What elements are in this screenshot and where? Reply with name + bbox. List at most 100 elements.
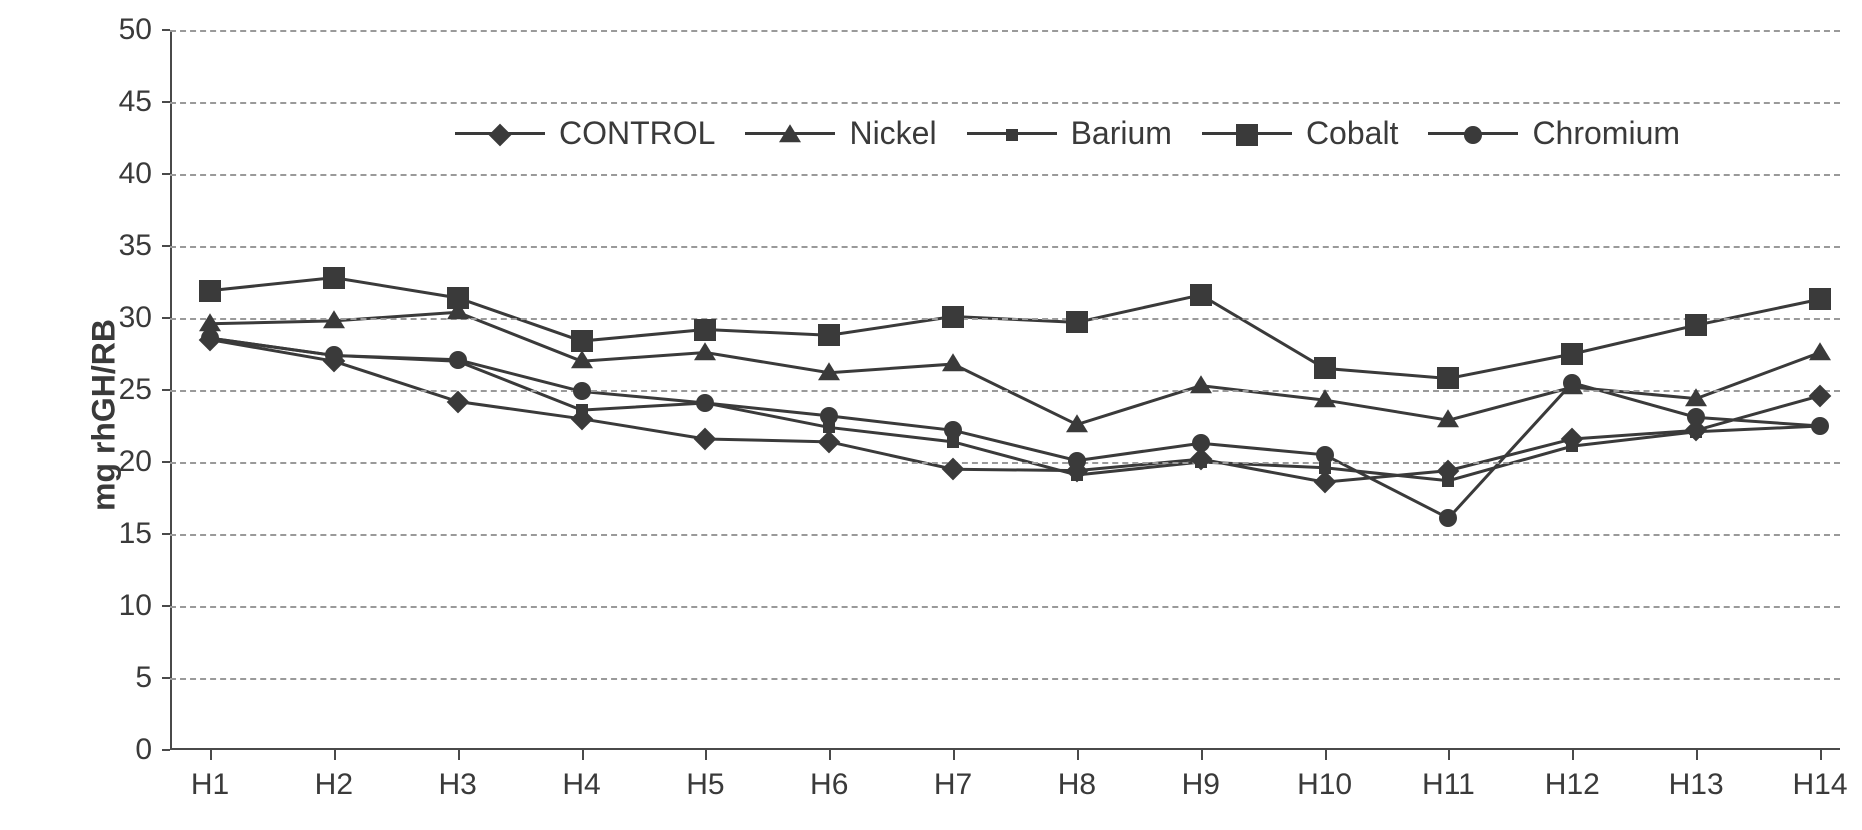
x-tick-label: H12 xyxy=(1545,768,1600,802)
marker-chromium xyxy=(820,407,838,425)
y-tick-label: 25 xyxy=(82,373,152,407)
x-tick xyxy=(1077,750,1079,760)
x-tick-label: H6 xyxy=(810,768,848,802)
marker-chromium xyxy=(449,351,467,369)
triangle-icon xyxy=(779,124,801,142)
y-tick xyxy=(162,533,170,535)
marker-barium xyxy=(576,404,588,416)
x-tick-label: H10 xyxy=(1297,768,1352,802)
x-tick xyxy=(829,750,831,760)
x-tick-label: H9 xyxy=(1182,768,1220,802)
marker-chromium xyxy=(1068,452,1086,470)
y-tick xyxy=(162,389,170,391)
y-tick-label: 50 xyxy=(82,13,152,47)
y-axis-title: mg rhGH/RB xyxy=(86,319,123,511)
marker-cobalt xyxy=(1066,311,1088,333)
marker-nickel xyxy=(1809,342,1831,360)
marker-chromium xyxy=(944,421,962,439)
marker-nickel xyxy=(942,353,964,371)
marker-cobalt xyxy=(447,287,469,309)
marker-nickel xyxy=(1314,389,1336,407)
marker-chromium xyxy=(1192,434,1210,452)
marker-nickel xyxy=(818,362,840,380)
legend-label: CONTROL xyxy=(559,115,715,152)
marker-nickel xyxy=(571,350,593,368)
x-tick xyxy=(1696,750,1698,760)
marker-nickel xyxy=(1066,414,1088,432)
y-tick-label: 20 xyxy=(82,445,152,479)
y-tick xyxy=(162,461,170,463)
x-tick-label: H13 xyxy=(1669,768,1724,802)
y-tick-label: 5 xyxy=(82,661,152,695)
square-lg-icon xyxy=(1236,124,1258,146)
marker-chromium xyxy=(1811,417,1829,435)
y-tick-label: 10 xyxy=(82,589,152,623)
legend-item-chromium: Chromium xyxy=(1428,115,1680,152)
x-tick-label: H8 xyxy=(1058,768,1096,802)
marker-nickel xyxy=(1190,375,1212,393)
legend-line-icon xyxy=(967,132,1057,135)
marker-cobalt xyxy=(942,306,964,328)
marker-cobalt xyxy=(1561,343,1583,365)
marker-chromium xyxy=(1563,374,1581,392)
x-tick-label: H11 xyxy=(1422,768,1475,802)
marker-chromium xyxy=(1439,509,1457,527)
y-tick xyxy=(162,29,170,31)
x-tick-label: H5 xyxy=(686,768,724,802)
marker-chromium xyxy=(696,394,714,412)
x-tick xyxy=(1201,750,1203,760)
marker-chromium xyxy=(1687,408,1705,426)
x-tick-label: H1 xyxy=(191,768,229,802)
x-tick xyxy=(210,750,212,760)
legend-label: Cobalt xyxy=(1306,115,1399,152)
legend-item-control: CONTROL xyxy=(455,115,715,152)
legend: CONTROL Nickel Barium Cobalt Chromium xyxy=(455,115,1680,152)
y-tick-label: 40 xyxy=(82,157,152,191)
x-tick-label: H14 xyxy=(1792,768,1847,802)
y-tick-label: 0 xyxy=(82,733,152,767)
y-tick xyxy=(162,317,170,319)
y-tick xyxy=(162,245,170,247)
line-chart: mg rhGH/RB CONTROL Nickel Barium Cobalt Chro… xyxy=(0,0,1862,830)
marker-cobalt xyxy=(694,319,716,341)
marker-nickel xyxy=(1685,388,1707,406)
y-tick-label: 30 xyxy=(82,301,152,335)
marker-nickel xyxy=(694,342,716,360)
marker-cobalt xyxy=(818,324,840,346)
y-tick-label: 15 xyxy=(82,517,152,551)
y-tick xyxy=(162,677,170,679)
x-tick xyxy=(582,750,584,760)
x-tick-label: H2 xyxy=(315,768,353,802)
diamond-icon xyxy=(489,124,512,147)
legend-line-icon xyxy=(1428,132,1518,135)
marker-cobalt xyxy=(571,330,593,352)
marker-cobalt xyxy=(1314,357,1336,379)
y-tick xyxy=(162,749,170,751)
y-tick xyxy=(162,101,170,103)
legend-label: Nickel xyxy=(849,115,936,152)
x-tick xyxy=(953,750,955,760)
marker-cobalt xyxy=(323,267,345,289)
legend-label: Barium xyxy=(1071,115,1172,152)
x-tick xyxy=(1325,750,1327,760)
legend-item-barium: Barium xyxy=(967,115,1172,152)
legend-item-nickel: Nickel xyxy=(745,115,936,152)
marker-chromium xyxy=(325,346,343,364)
marker-chromium xyxy=(201,329,219,347)
marker-chromium xyxy=(1316,446,1334,464)
x-tick xyxy=(1572,750,1574,760)
legend-label: Chromium xyxy=(1532,115,1680,152)
circle-icon xyxy=(1464,126,1482,144)
y-tick-label: 35 xyxy=(82,229,152,263)
x-tick xyxy=(334,750,336,760)
marker-barium xyxy=(1566,440,1578,452)
marker-nickel xyxy=(323,310,345,328)
y-tick-label: 45 xyxy=(82,85,152,119)
legend-line-icon xyxy=(745,132,835,135)
marker-barium xyxy=(1195,456,1207,468)
x-tick xyxy=(1448,750,1450,760)
marker-cobalt xyxy=(1437,367,1459,389)
marker-chromium xyxy=(573,382,591,400)
legend-line-icon xyxy=(455,132,545,135)
marker-nickel xyxy=(1437,409,1459,427)
